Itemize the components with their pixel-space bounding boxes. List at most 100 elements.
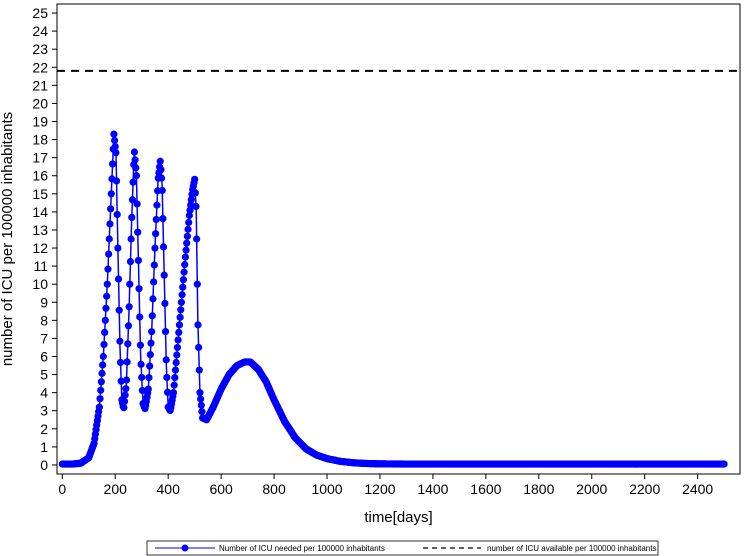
- series-icu-needed-point: [127, 235, 135, 243]
- y-tick-label: 14: [32, 204, 48, 220]
- series-icu-needed-point: [179, 276, 188, 284]
- series-icu-needed-point: [179, 283, 187, 291]
- series-icu-needed-point: [149, 295, 157, 303]
- series-icu-needed-point: [128, 213, 136, 221]
- series-icu-needed-point: [106, 220, 114, 228]
- series-icu-needed-point: [193, 235, 201, 243]
- series-icu-needed-point: [145, 373, 153, 382]
- series-icu-needed-point: [159, 243, 168, 251]
- series-icu-needed-point: [170, 381, 178, 389]
- y-tick-label: 0: [40, 457, 48, 473]
- series-icu-needed-point: [135, 285, 143, 293]
- series-icu-needed-point: [191, 175, 199, 183]
- series-icu-needed-point: [99, 361, 107, 369]
- series-icu-needed-point: [112, 149, 120, 157]
- series-icu-needed-point: [169, 389, 178, 397]
- x-tick-label: 1000: [311, 481, 342, 497]
- x-tick-label: 800: [262, 481, 286, 497]
- series-icu-needed-point: [163, 388, 172, 396]
- series-icu-needed-point: [110, 130, 118, 138]
- series-icu-needed-point: [157, 174, 166, 182]
- series-icu-needed-point: [132, 172, 141, 180]
- series-icu-needed-point: [124, 340, 132, 348]
- x-tick-label: 600: [209, 481, 233, 497]
- series-icu-needed-point: [193, 280, 201, 288]
- series-icu-needed-point: [173, 343, 182, 352]
- series-icu-needed-point: [105, 235, 113, 243]
- x-tick-label: 400: [157, 481, 181, 497]
- y-tick-label: 8: [40, 312, 48, 328]
- series-icu-needed-point: [116, 358, 125, 367]
- y-tick-label: 6: [40, 349, 48, 365]
- series-icu-needed-point: [136, 341, 144, 349]
- x-axis-label: time[days]: [364, 509, 432, 526]
- plot-area: [57, 69, 740, 468]
- series-icu-needed-point: [95, 403, 103, 411]
- series-icu-needed-point: [125, 303, 133, 311]
- x-tick-label: 1600: [470, 481, 501, 497]
- y-tick-label: 9: [40, 294, 48, 310]
- series-icu-needed-point: [150, 261, 158, 269]
- series-icu-needed-point: [123, 358, 131, 366]
- y-tick-label: 3: [40, 403, 48, 419]
- series-icu-needed-point: [108, 160, 117, 168]
- series-icu-needed-point: [104, 265, 112, 273]
- series-icu-needed-point: [156, 157, 164, 165]
- series-icu-needed-point: [100, 340, 108, 349]
- y-tick-label: 7: [40, 330, 48, 346]
- x-tick-label: 0: [58, 481, 66, 497]
- series-icu-needed-point: [121, 391, 129, 399]
- series-icu-needed-point: [182, 246, 190, 254]
- series-icu-needed-point: [152, 230, 160, 238]
- series-icu-needed-point: [197, 401, 205, 409]
- series-icu-needed-point: [185, 211, 193, 220]
- series-icu-needed-point: [132, 164, 140, 172]
- series-icu-needed-point: [103, 280, 111, 288]
- y-tick-label: 22: [32, 59, 48, 75]
- legend: Number of ICU needed per 100000 inhabita…: [146, 540, 659, 556]
- series-icu-needed-point: [151, 244, 159, 252]
- series-icu-needed-point: [175, 321, 184, 329]
- axes: 0 200 400 600 800 1000 1200 1400 1600 1800 2000 220…: [32, 3, 741, 497]
- y-tick-label: 12: [32, 240, 48, 256]
- series-icu-needed-point: [152, 215, 160, 224]
- series-icu-needed-point: [113, 210, 121, 219]
- series-icu-needed-point: [171, 366, 180, 374]
- series-icu-needed-point: [162, 356, 170, 364]
- series-icu-needed-point: [131, 156, 139, 164]
- series-icu-needed-point: [134, 256, 142, 265]
- series-icu-needed-point: [163, 373, 171, 382]
- series-icu-needed-point: [138, 386, 146, 395]
- series-icu-needed-point: [197, 395, 205, 403]
- legend-label-icu-available: number of ICU available per 100000 inhab…: [487, 544, 656, 553]
- series-icu-needed-point: [177, 306, 185, 314]
- series-icu-needed-point: [187, 196, 195, 204]
- series-icu-needed-point: [194, 321, 202, 329]
- series-icu-needed-point: [133, 200, 141, 208]
- series-icu-needed-point: [148, 312, 156, 320]
- series-icu-needed-point: [97, 378, 105, 386]
- y-tick-label: 20: [32, 95, 48, 111]
- series-icu-needed-point: [191, 189, 199, 197]
- series-icu-needed-point: [181, 261, 189, 269]
- series-icu-needed-point: [98, 369, 106, 377]
- series-icu-needed-point: [110, 136, 119, 144]
- series-icu-needed-point: [146, 362, 154, 370]
- series-icu-needed-point: [103, 292, 111, 300]
- series-icu-needed-point: [173, 351, 181, 359]
- y-tick-label: 2: [40, 421, 48, 437]
- series-icu-needed-point: [146, 351, 154, 359]
- series-icu-needed-point: [158, 186, 166, 195]
- series-icu-needed-point: [176, 313, 184, 321]
- series-icu-needed-point: [178, 291, 186, 299]
- legend-label-icu-needed: Number of ICU needed per 100000 inhabita…: [219, 544, 385, 553]
- x-tick-label: 1400: [417, 481, 448, 497]
- series-icu-needed-point: [150, 278, 158, 286]
- series-icu-needed-point: [185, 218, 193, 227]
- series-icu-needed-point: [181, 253, 189, 261]
- series-icu-needed-point: [720, 460, 728, 468]
- plot-frame: [56, 3, 741, 475]
- x-tick-label: 2400: [682, 481, 713, 497]
- series-icu-needed-point: [126, 258, 135, 266]
